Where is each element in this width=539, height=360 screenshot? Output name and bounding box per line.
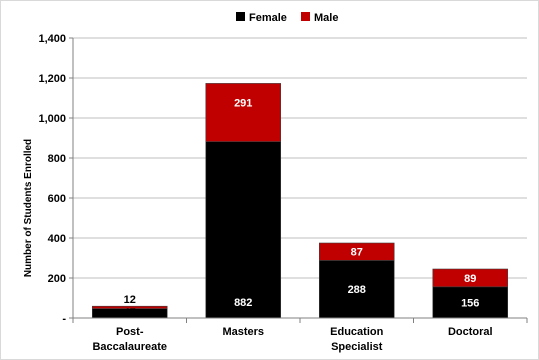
x-category-label-line: Masters (222, 326, 264, 338)
y-tick-label: - (62, 313, 66, 325)
x-category-label-line: Education (330, 326, 383, 338)
y-axis-label: Number of Students Enrolled (23, 139, 34, 277)
y-tick-label: 1,400 (38, 33, 66, 45)
x-category-label-line: Post- (116, 326, 144, 338)
bar-male-0 (91, 305, 168, 309)
y-tick-label: 1,200 (38, 73, 66, 85)
gridlines (73, 37, 527, 279)
data-label-female-0: 47 (124, 307, 136, 319)
legend-label-female: Female (249, 12, 287, 24)
legend-label-male: Male (314, 12, 338, 24)
x-category-label: Education Specialist (330, 326, 383, 353)
y-tick-label: 200 (48, 273, 66, 285)
bar-female-2 (318, 260, 395, 319)
data-label-female-2: 288 (348, 284, 366, 296)
data-label-male-2: 87 (351, 247, 363, 259)
x-category-label-line: Specialist (331, 341, 383, 353)
x-category-label: Doctoral (448, 326, 493, 338)
data-label-male-3: 89 (464, 273, 476, 285)
data-label-male-1: 291 (234, 97, 252, 109)
y-tick-labels: - 200 400 600 800 1,000 1,200 1,400 (38, 33, 66, 325)
data-label-male-0: 12 (124, 294, 136, 306)
bar-male-3 (432, 268, 509, 288)
data-label-female-1: 882 (234, 297, 252, 309)
y-tick-label: 1,000 (38, 113, 66, 125)
legend: Female Male (236, 12, 338, 24)
bar-male-1 (205, 83, 282, 142)
x-category-label-line: Doctoral (448, 326, 493, 338)
y-tick-label: 600 (48, 193, 66, 205)
x-category-label-line: Baccalaureate (92, 341, 167, 353)
bar-male-2 (318, 242, 395, 261)
x-category-labels: Post- Baccalaureate Masters Education Specia… (92, 326, 492, 353)
data-label-female-3: 156 (461, 297, 479, 309)
y-tick-label: 800 (48, 153, 66, 165)
axes (69, 37, 528, 323)
legend-swatch-male (301, 12, 310, 21)
x-category-label: Masters (222, 326, 264, 338)
legend-swatch-female (236, 12, 245, 21)
y-tick-label: 400 (48, 233, 66, 245)
bar-female-1 (205, 141, 282, 319)
x-category-label: Post- Baccalaureate (92, 326, 167, 353)
